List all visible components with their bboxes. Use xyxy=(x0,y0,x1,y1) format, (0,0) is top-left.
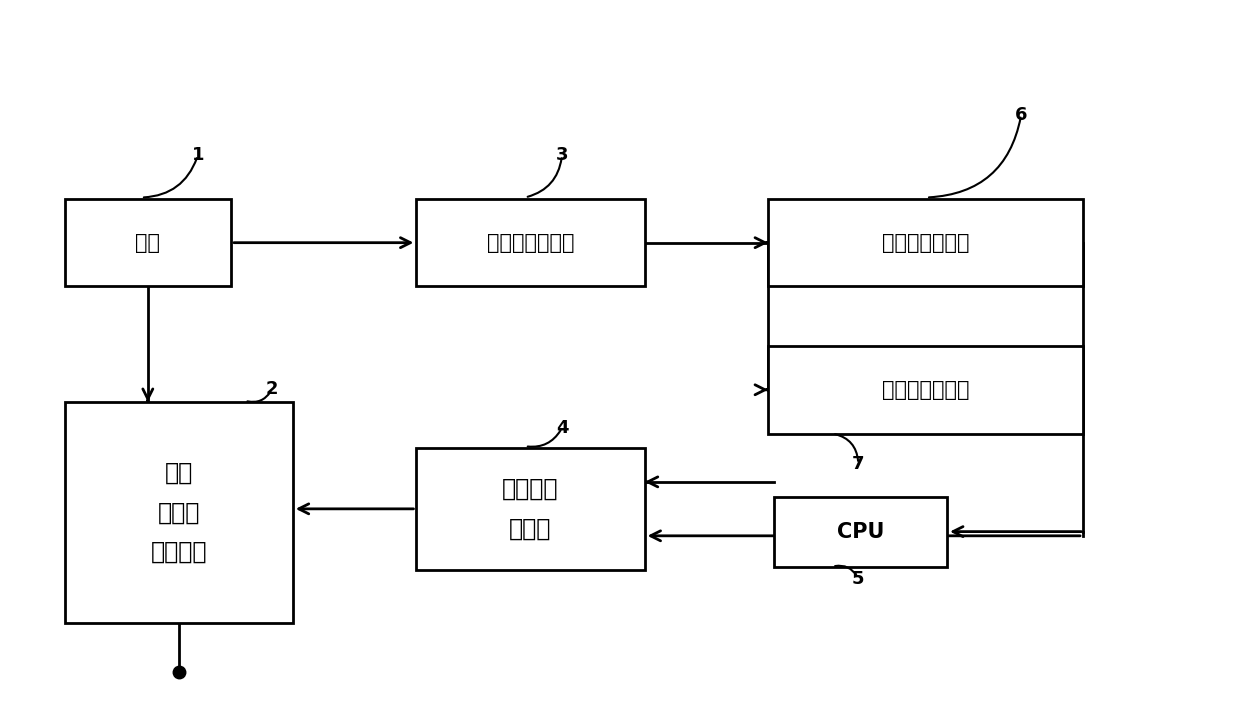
Text: 触发信号
发生器: 触发信号 发生器 xyxy=(502,477,559,541)
Text: 电源信号变送器: 电源信号变送器 xyxy=(487,233,574,253)
Text: 同步信号发生器: 同步信号发生器 xyxy=(882,233,970,253)
Text: 1: 1 xyxy=(191,146,205,164)
Text: 2: 2 xyxy=(265,381,278,398)
FancyBboxPatch shape xyxy=(64,402,293,623)
FancyBboxPatch shape xyxy=(64,199,231,287)
FancyBboxPatch shape xyxy=(417,199,645,287)
Text: 4: 4 xyxy=(556,419,568,437)
Text: 相位信号发生器: 相位信号发生器 xyxy=(882,380,970,400)
Text: CPU: CPU xyxy=(837,522,884,542)
Text: 3: 3 xyxy=(556,146,568,164)
Text: 电源: 电源 xyxy=(135,233,160,253)
FancyBboxPatch shape xyxy=(768,346,1083,433)
FancyBboxPatch shape xyxy=(417,448,645,570)
Text: 5: 5 xyxy=(852,570,864,587)
Text: 电源
主回路
控制单元: 电源 主回路 控制单元 xyxy=(150,461,207,563)
FancyBboxPatch shape xyxy=(768,199,1083,287)
FancyBboxPatch shape xyxy=(774,496,947,567)
Text: 6: 6 xyxy=(1016,106,1028,124)
Text: 7: 7 xyxy=(852,455,864,473)
